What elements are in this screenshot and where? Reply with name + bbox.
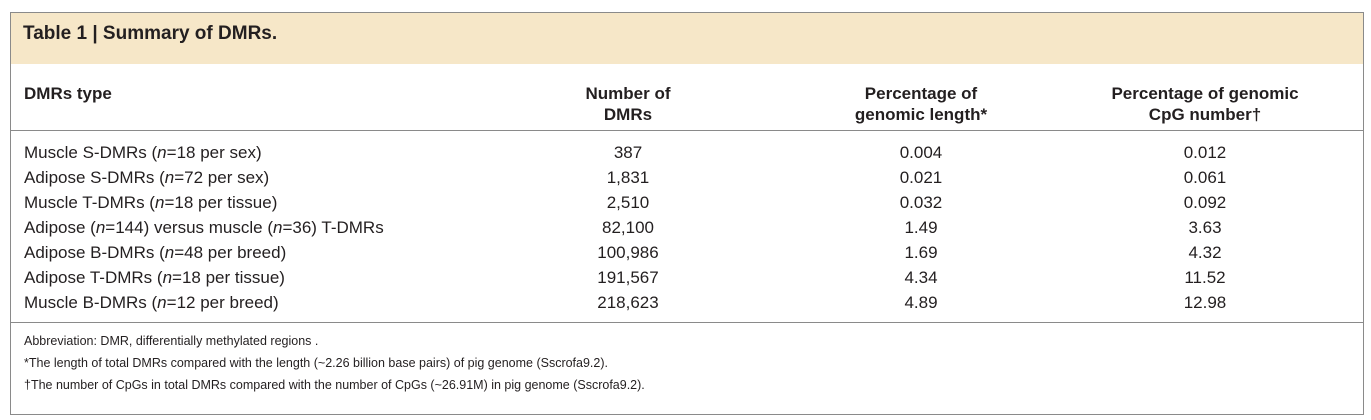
row-type-text: Adipose S-DMRs ( [24, 168, 165, 187]
row-length-pct: 4.34 [904, 268, 938, 287]
row-type: Adipose S-DMRs (n=72 per sex) [24, 165, 269, 190]
header-divider [11, 130, 1363, 131]
header-length-line1: Percentage of [864, 84, 978, 103]
row-number: 100,986 [597, 243, 659, 262]
row-type-text: =18 per tissue) [172, 268, 285, 287]
row-type-text: =72 per sex) [174, 168, 270, 187]
row-type-text: =48 per breed) [174, 243, 287, 262]
table-row: Adipose T-DMRs (n=18 per tissue) 191,567… [11, 265, 1363, 290]
row-cpg-pct: 12.98 [1183, 293, 1227, 312]
row-number: 1,831 [606, 168, 650, 187]
row-type-text: Adipose ( [24, 218, 96, 237]
table-title: Table 1 | Summary of DMRs. [23, 23, 278, 44]
row-length-pct: 1.69 [904, 243, 938, 262]
row-type-n: n [157, 293, 167, 312]
row-length-pct: 0.021 [899, 168, 943, 187]
table-row: Muscle S-DMRs (n=18 per sex) 387 0.004 0… [11, 140, 1363, 165]
row-type-text: =144) versus muscle ( [105, 218, 273, 237]
row-type-text: Muscle S-DMRs ( [24, 143, 158, 162]
row-number: 191,567 [597, 268, 659, 287]
row-cpg-pct: 0.092 [1183, 193, 1227, 212]
footnote-abbreviation: Abbreviation: DMR, differentially methyl… [24, 334, 319, 348]
row-length-pct: 0.032 [899, 193, 943, 212]
row-type-n: n [164, 168, 175, 187]
row-type-text: Adipose B-DMRs ( [24, 243, 165, 262]
row-type-n: n [154, 193, 165, 212]
row-cpg-pct: 11.52 [1184, 268, 1226, 287]
row-number: 2,510 [606, 193, 650, 212]
row-type-n: n [157, 143, 167, 162]
row-type: Muscle T-DMRs (n=18 per tissue) [24, 190, 277, 215]
row-type-text: Muscle T-DMRs ( [24, 193, 155, 212]
row-number: 218,623 [597, 293, 659, 312]
row-type-n: n [162, 268, 173, 287]
table-row: Muscle T-DMRs (n=18 per tissue) 2,510 0.… [11, 190, 1363, 215]
row-type-text: Adipose T-DMRs ( [24, 268, 163, 287]
table-row: Adipose S-DMRs (n=72 per sex) 1,831 0.02… [11, 165, 1363, 190]
header-number-line1: Number of [585, 84, 671, 103]
row-type: Adipose T-DMRs (n=18 per tissue) [24, 265, 285, 290]
row-type-text: =36) T-DMRs [282, 218, 384, 237]
row-type-text: =12 per breed) [166, 293, 279, 312]
table-title-bar: Table 1 | Summary of DMRs. [11, 13, 1363, 64]
row-length-pct: 1.49 [904, 218, 938, 237]
table-row: Adipose B-DMRs (n=48 per breed) 100,986 … [11, 240, 1363, 265]
header-cpg-line2: CpG number† [1148, 105, 1262, 124]
table-row: Adipose (n=144) versus muscle (n=36) T-D… [11, 215, 1363, 240]
row-type-text: Muscle B-DMRs ( [24, 293, 158, 312]
header-number-of-dmrs: Number of DMRs [508, 83, 748, 125]
footnote-genomic-length: *The length of total DMRs compared with … [24, 356, 608, 370]
row-cpg-pct: 0.061 [1183, 168, 1227, 187]
header-cpg-line1: Percentage of genomic [1111, 84, 1299, 103]
row-type: Adipose (n=144) versus muscle (n=36) T-D… [24, 215, 384, 240]
row-length-pct: 4.89 [904, 293, 938, 312]
table-row: Muscle B-DMRs (n=12 per breed) 218,623 4… [11, 290, 1363, 315]
row-type-text: =18 per sex) [166, 143, 262, 162]
header-number-line2: DMRs [603, 105, 653, 124]
row-type-n: n [164, 243, 175, 262]
footnote-cpg-number: †The number of CpGs in total DMRs compar… [24, 378, 645, 392]
header-length-line2: genomic length* [854, 105, 988, 124]
table-frame: Table 1 | Summary of DMRs. DMRs type Num… [10, 12, 1364, 415]
row-cpg-pct: 3.63 [1188, 218, 1222, 237]
row-type-n: n [273, 218, 283, 237]
header-dmrs-type: DMRs type [24, 84, 112, 103]
table-body: Muscle S-DMRs (n=18 per sex) 387 0.004 0… [11, 140, 1363, 315]
footnote-divider [11, 322, 1363, 323]
row-cpg-pct: 4.32 [1188, 243, 1222, 262]
row-cpg-pct: 0.012 [1183, 143, 1227, 162]
row-type: Muscle S-DMRs (n=18 per sex) [24, 140, 262, 165]
row-type-text: =18 per tissue) [164, 193, 278, 212]
row-number: 387 [613, 143, 643, 162]
row-length-pct: 0.004 [899, 143, 943, 162]
row-number: 82,100 [602, 218, 654, 237]
row-type: Muscle B-DMRs (n=12 per breed) [24, 290, 279, 315]
row-type-n: n [95, 218, 106, 237]
header-percentage-cpg-number: Percentage of genomic CpG number† [1085, 83, 1325, 125]
header-percentage-genomic-length: Percentage of genomic length* [801, 83, 1041, 125]
row-type: Adipose B-DMRs (n=48 per breed) [24, 240, 286, 265]
